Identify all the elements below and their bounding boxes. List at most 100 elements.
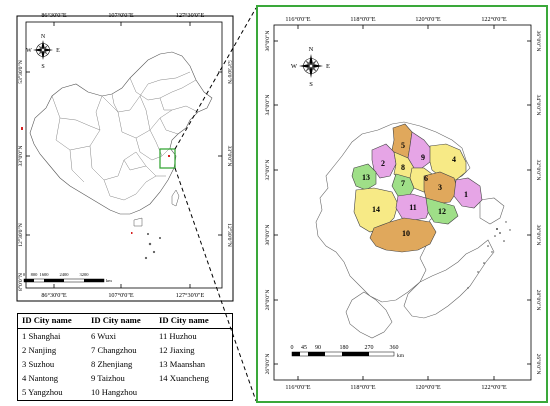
detail-right-tick-label: 26°0'0"N xyxy=(535,354,542,375)
detail-scale-label: 180 xyxy=(340,345,349,351)
overview-bottom-tick-label: 86°30'0"E xyxy=(41,292,67,299)
detail-scale-label: 90 xyxy=(315,345,321,351)
overview-scale-label: 1600 xyxy=(40,272,50,277)
overview-bottom-tick-label: 127°30'0"E xyxy=(176,292,205,299)
detail-bottom-tick-label: 122°0'0"E xyxy=(481,384,507,391)
islands xyxy=(133,189,180,260)
city-label: 14 xyxy=(372,205,380,214)
city-label: 2 xyxy=(381,159,385,168)
detail-left-tick-label: 26°0'0"N xyxy=(264,354,271,375)
detail-right-tick-label: 36°0'0"N xyxy=(535,31,542,52)
detail-scale-label: 0 xyxy=(291,345,294,351)
legend-entry: 3 Suzhou xyxy=(22,359,55,369)
legend-entry: 13 Maanshan xyxy=(159,359,206,369)
overview-right-tick-label: 53°30'0"N xyxy=(226,60,233,84)
legend-entry: 11 Huzhou xyxy=(159,331,197,341)
city-region-nantong xyxy=(429,143,467,181)
legend-entry: 2 Nanjing xyxy=(22,345,57,355)
zoom-connector-lines xyxy=(174,7,257,402)
detail-inner-frame xyxy=(273,24,532,381)
detail-top-tick-label: 118°0'0"E xyxy=(350,16,375,23)
detail-map: 116°0'0"E 118°0'0"E 120°0'0"E 122°0'0"E … xyxy=(256,5,548,403)
province-boundaries xyxy=(51,71,199,201)
legend-header: ID City name xyxy=(22,315,72,325)
legend-header: ID City name xyxy=(91,315,141,325)
legend-entry: 8 Zhenjiang xyxy=(91,359,133,369)
overview-inner-frame xyxy=(25,21,223,289)
detail-left-tick-label: 32°0'0"N xyxy=(264,160,271,181)
overview-left-tick-label: 12°30'0"N xyxy=(17,223,24,247)
city-label: 10 xyxy=(402,229,410,238)
city-label: 5 xyxy=(401,141,405,150)
detail-scale-label: 45 xyxy=(301,345,307,351)
compass-rose-icon xyxy=(33,40,53,60)
compass-north-label: N xyxy=(309,46,314,53)
legend-entry: 7 Changzhou xyxy=(91,345,137,355)
overview-map: 86°30'0"E 107°0'0"E 127°30'0"E 86°30'0"E… xyxy=(16,12,234,302)
city-region-hangzhou xyxy=(369,217,437,253)
overview-scale-label: 2400 xyxy=(60,272,70,277)
detail-right-tick-label: 28°0'0"N xyxy=(535,290,542,311)
city-label: 11 xyxy=(409,203,417,212)
overview-top-tick-label: 107°0'0"E xyxy=(108,12,134,19)
overview-tick-marks xyxy=(26,22,222,288)
city-label: 13 xyxy=(362,173,370,182)
compass-west-label: W xyxy=(291,63,298,70)
legend-entry: 5 Yangzhou xyxy=(22,387,63,397)
legend-entry: 1 Shanghai xyxy=(22,331,61,341)
overview-scale-label: 3200 xyxy=(80,272,90,277)
city-regions xyxy=(351,123,483,253)
legend-header: ID City name xyxy=(159,315,209,325)
city-label: 7 xyxy=(401,179,405,188)
detail-scale-label: 360 xyxy=(390,345,399,351)
coastal-islands xyxy=(467,221,511,289)
city-label: 8 xyxy=(401,163,405,172)
city-region-jiaxing xyxy=(425,197,459,225)
city-label: 3 xyxy=(438,183,442,192)
city-region-nanjing xyxy=(371,143,397,179)
detail-scale-unit: km xyxy=(397,353,405,359)
city-legend-table: ID City name ID City name ID City name 1… xyxy=(17,313,233,401)
legend-entry: 6 Wuxi xyxy=(91,331,117,341)
detail-bottom-tick-label: 118°0'0"E xyxy=(350,384,375,391)
detail-tick-marks xyxy=(274,25,531,380)
study-area-box xyxy=(159,148,176,169)
overview-left-tick-label: 33°0'0"N xyxy=(17,146,24,167)
city-label: 4 xyxy=(452,155,456,164)
detail-scale-label: 270 xyxy=(365,345,374,351)
detail-scale-bar xyxy=(291,351,395,357)
compass-south-label: S xyxy=(41,64,44,70)
overview-scale-label: 800 xyxy=(31,272,39,277)
compass-east-label: E xyxy=(56,48,60,54)
city-label: 6 xyxy=(424,174,428,183)
detail-right-tick-label: 30°0'0"N xyxy=(535,225,542,246)
overview-top-tick-label: 86°30'0"E xyxy=(41,12,67,19)
city-region-maanshan xyxy=(351,163,377,191)
detail-right-tick-label: 32°0'0"N xyxy=(535,160,542,181)
detail-bottom-tick-label: 120°0'0"E xyxy=(415,384,441,391)
detail-top-tick-label: 120°0'0"E xyxy=(415,16,441,23)
overview-scale-unit: km xyxy=(106,278,112,283)
legend-entry: 14 Xuancheng xyxy=(159,373,209,383)
red-markers xyxy=(21,127,170,234)
legend-entry: 9 Taizhou xyxy=(91,373,125,383)
compass-south-label: S xyxy=(309,81,313,88)
overview-left-tick-label: 8°0'0"N xyxy=(17,273,24,291)
detail-left-tick-label: 36°0'0"N xyxy=(264,31,271,52)
overview-bottom-tick-label: 107°0'0"E xyxy=(108,292,134,299)
city-number-labels: 1 2 3 4 5 6 7 8 9 10 11 12 13 14 xyxy=(362,141,468,238)
city-label: 9 xyxy=(421,153,425,162)
compass-north-label: N xyxy=(41,34,46,40)
overview-scale-bar xyxy=(23,278,105,283)
detail-top-tick-label: 116°0'0"E xyxy=(285,16,310,23)
city-region-suzhou xyxy=(423,171,459,205)
overview-scale-label: 0 xyxy=(23,272,26,277)
overview-top-tick-label: 127°30'0"E xyxy=(176,12,205,19)
city-region-huzhou xyxy=(395,193,431,221)
overview-left-tick-label: 53°30'0"N xyxy=(17,60,24,84)
overview-right-tick-label: 12°30'0"N xyxy=(226,223,233,247)
city-region-shanghai xyxy=(453,177,483,209)
legend-entry: 12 Jiaxing xyxy=(159,345,195,355)
legend-entry: 10 Hangzhou xyxy=(91,387,138,397)
